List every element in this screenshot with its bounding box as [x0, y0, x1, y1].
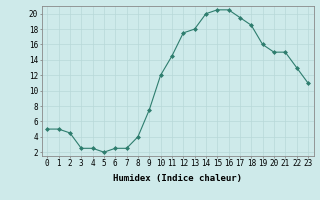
X-axis label: Humidex (Indice chaleur): Humidex (Indice chaleur): [113, 174, 242, 183]
